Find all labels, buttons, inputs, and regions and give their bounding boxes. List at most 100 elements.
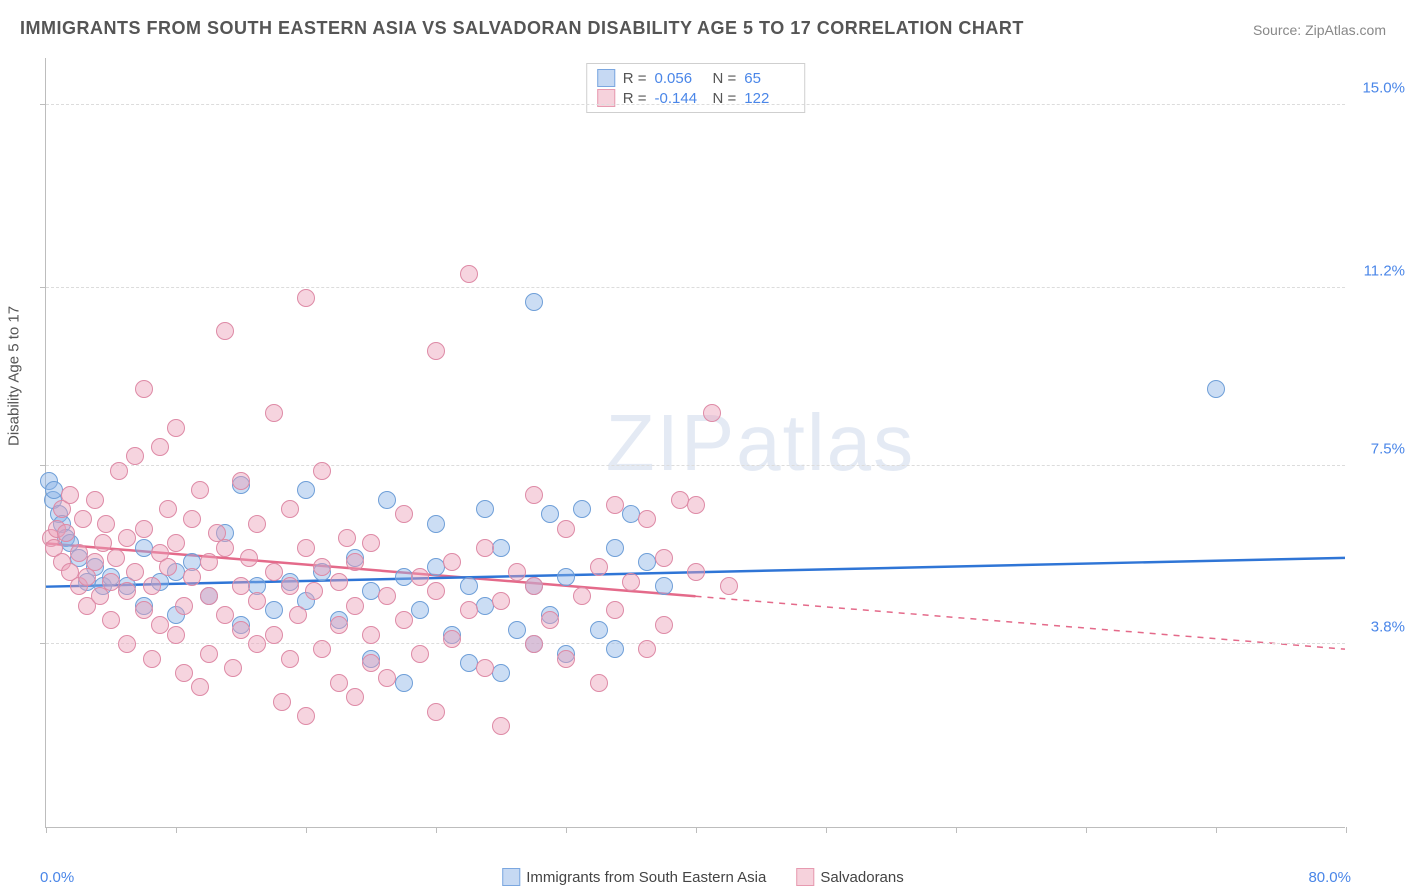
scatter-point <box>200 645 218 663</box>
scatter-point <box>232 621 250 639</box>
scatter-point <box>573 587 591 605</box>
x-tick <box>1346 827 1347 833</box>
scatter-point <box>151 616 169 634</box>
scatter-point <box>606 539 624 557</box>
scatter-point <box>86 491 104 509</box>
scatter-point <box>175 664 193 682</box>
scatter-point <box>655 616 673 634</box>
scatter-point <box>703 404 721 422</box>
scatter-point <box>159 500 177 518</box>
x-tick <box>1086 827 1087 833</box>
scatter-point <box>232 472 250 490</box>
scatter-point <box>135 601 153 619</box>
scatter-point <box>362 654 380 672</box>
scatter-point <box>191 481 209 499</box>
legend-swatch <box>502 868 520 886</box>
scatter-point <box>143 577 161 595</box>
scatter-point <box>492 717 510 735</box>
x-tick <box>1216 827 1217 833</box>
legend-stats-box: R =0.056N =65R =-0.144N =122 <box>586 63 806 113</box>
x-axis-min-label: 0.0% <box>40 869 74 886</box>
scatter-point <box>622 573 640 591</box>
scatter-point <box>102 573 120 591</box>
x-axis-max-label: 80.0% <box>1308 869 1351 886</box>
scatter-point <box>541 505 559 523</box>
scatter-point <box>135 520 153 538</box>
scatter-point <box>525 293 543 311</box>
scatter-point <box>525 635 543 653</box>
scatter-point <box>240 549 258 567</box>
legend-swatch <box>597 69 615 87</box>
gridline <box>46 104 1345 105</box>
scatter-point <box>460 577 478 595</box>
scatter-point <box>476 539 494 557</box>
scatter-point <box>476 659 494 677</box>
scatter-point <box>86 553 104 571</box>
scatter-point <box>102 611 120 629</box>
scatter-point <box>671 491 689 509</box>
scatter-point <box>378 587 396 605</box>
scatter-point <box>638 640 656 658</box>
scatter-point <box>297 289 315 307</box>
scatter-point <box>126 563 144 581</box>
scatter-point <box>74 510 92 528</box>
n-value: 65 <box>744 70 794 87</box>
scatter-point <box>248 515 266 533</box>
scatter-point <box>606 640 624 658</box>
scatter-point <box>573 500 591 518</box>
scatter-point <box>297 481 315 499</box>
scatter-point <box>443 553 461 571</box>
scatter-point <box>362 534 380 552</box>
scatter-point <box>200 587 218 605</box>
legend-stats-row: R =0.056N =65 <box>597 68 795 88</box>
scatter-point <box>492 539 510 557</box>
scatter-point <box>273 693 291 711</box>
scatter-point <box>94 534 112 552</box>
scatter-point <box>216 539 234 557</box>
scatter-point <box>167 419 185 437</box>
scatter-point <box>378 669 396 687</box>
chart-plot-area: ZIPatlas R =0.056N =65R =-0.144N =122 3.… <box>45 58 1345 828</box>
scatter-point <box>427 342 445 360</box>
legend-series-label: Immigrants from South Eastern Asia <box>526 869 766 886</box>
legend-series-label: Salvadorans <box>820 869 903 886</box>
scatter-point <box>338 529 356 547</box>
scatter-point <box>107 549 125 567</box>
scatter-point <box>330 573 348 591</box>
scatter-point <box>427 703 445 721</box>
scatter-point <box>687 563 705 581</box>
y-tick <box>40 287 46 288</box>
scatter-point <box>590 621 608 639</box>
scatter-point <box>248 592 266 610</box>
scatter-point <box>557 568 575 586</box>
source-attribution: Source: ZipAtlas.com <box>1253 22 1386 38</box>
trend-lines-layer <box>46 58 1345 827</box>
scatter-point <box>110 462 128 480</box>
y-tick-label: 7.5% <box>1371 441 1405 458</box>
gridline <box>46 643 1345 644</box>
scatter-point <box>346 597 364 615</box>
y-tick <box>40 465 46 466</box>
scatter-point <box>118 635 136 653</box>
scatter-point <box>91 587 109 605</box>
scatter-point <box>313 462 331 480</box>
scatter-point <box>135 380 153 398</box>
scatter-point <box>346 688 364 706</box>
scatter-point <box>492 664 510 682</box>
scatter-point <box>175 597 193 615</box>
scatter-point <box>460 654 478 672</box>
scatter-point <box>200 553 218 571</box>
scatter-point <box>248 635 266 653</box>
scatter-point <box>330 674 348 692</box>
scatter-point <box>606 496 624 514</box>
scatter-point <box>97 515 115 533</box>
scatter-point <box>135 539 153 557</box>
scatter-point <box>265 626 283 644</box>
x-tick <box>826 827 827 833</box>
y-tick-label: 11.2% <box>1364 263 1405 280</box>
x-tick <box>696 827 697 833</box>
n-label: N = <box>713 70 737 87</box>
scatter-point <box>411 568 429 586</box>
scatter-point <box>61 486 79 504</box>
scatter-point <box>45 481 63 499</box>
